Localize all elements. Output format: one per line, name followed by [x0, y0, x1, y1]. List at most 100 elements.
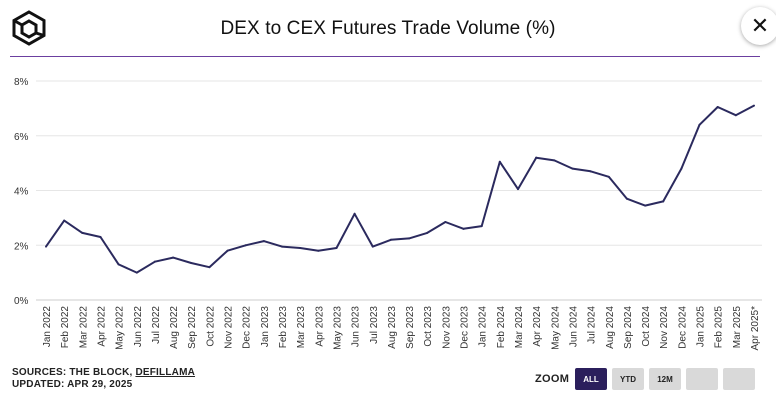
x-tick-label: Oct 2023	[423, 306, 434, 347]
data-point	[517, 188, 519, 191]
data-point	[680, 167, 683, 170]
data-point	[371, 245, 374, 248]
x-tick-label: Feb 2025	[714, 306, 725, 349]
data-point	[353, 212, 356, 215]
data-point	[571, 167, 574, 170]
data-point	[444, 220, 447, 223]
zoom-option-button[interactable]	[723, 368, 755, 390]
close-icon: ✕	[750, 13, 770, 38]
x-tick-label: Oct 2022	[205, 306, 216, 347]
x-tick-label: May 2023	[332, 306, 343, 350]
data-point	[644, 204, 647, 207]
data-point	[589, 170, 592, 173]
data-point	[698, 123, 701, 126]
x-tick-label: Apr 2024	[532, 306, 543, 347]
y-tick-label: 8%	[14, 77, 29, 88]
data-point	[153, 260, 156, 263]
zoom-ytd-button[interactable]: YTD	[612, 368, 644, 390]
sources-link[interactable]: DEFILLAMA	[135, 367, 196, 378]
x-tick-label: Mar 2022	[78, 306, 89, 349]
x-tick-label: Feb 2023	[278, 306, 289, 349]
zoom-all-button[interactable]: ALL	[575, 368, 607, 390]
data-point	[244, 244, 247, 247]
data-point	[226, 249, 229, 252]
y-tick-label: 0%	[14, 296, 29, 307]
x-tick-label: Jan 2025	[696, 306, 707, 348]
x-tick-label: Apr 2025*	[750, 306, 761, 351]
data-point	[498, 160, 501, 163]
data-point	[81, 231, 84, 234]
y-tick-label: 6%	[14, 132, 29, 143]
data-point	[45, 245, 47, 248]
x-tick-label: Dec 2023	[460, 306, 471, 349]
close-button[interactable]: ✕	[741, 7, 776, 45]
data-point	[262, 240, 265, 243]
data-point	[389, 238, 392, 241]
x-tick-label: Apr 2023	[314, 306, 325, 347]
data-point	[317, 249, 320, 252]
x-tick-label: Jun 2023	[351, 306, 362, 348]
x-tick-label: Mar 2024	[514, 306, 525, 349]
x-tick-label: Jul 2023	[369, 306, 380, 344]
x-tick-label: Aug 2022	[169, 306, 180, 349]
data-point	[281, 245, 283, 248]
zoom-option-button[interactable]	[686, 368, 718, 390]
data-point	[480, 225, 483, 228]
data-point	[99, 236, 102, 239]
theblock-logo-icon	[12, 10, 46, 46]
x-tick-label: Jan 2022	[42, 306, 53, 348]
sources-text: SOURCES: THE BLOCK,	[12, 367, 136, 378]
data-point	[462, 227, 465, 230]
x-tick-label: Mar 2025	[732, 306, 743, 349]
x-tick-label: Jun 2024	[568, 306, 579, 348]
zoom-12m-button[interactable]: 12M	[649, 368, 681, 390]
data-point	[607, 175, 610, 178]
data-point	[117, 263, 120, 266]
data-point	[734, 114, 737, 117]
data-point	[535, 156, 538, 159]
data-point	[208, 266, 211, 269]
x-tick-label: Jul 2024	[587, 306, 598, 344]
x-tick-label: Dec 2022	[242, 306, 253, 349]
data-point	[299, 246, 302, 249]
updated-text: UPDATED: APR 29, 2025	[12, 379, 133, 390]
data-point	[553, 159, 556, 162]
data-point	[172, 256, 175, 259]
series-line	[45, 104, 755, 274]
data-point	[625, 197, 628, 200]
x-tick-label: Jan 2023	[260, 306, 271, 348]
y-tick-label: 4%	[14, 187, 29, 198]
data-point	[335, 246, 338, 249]
x-tick-label: May 2024	[550, 306, 561, 350]
data-point	[753, 104, 755, 107]
data-point	[716, 106, 719, 109]
line-chart: 0% 2% 4% 6% 8% Jan 2022 Feb 2022 Mar 2022 Apr 20…	[14, 77, 762, 351]
x-tick-label: Sep 2022	[187, 306, 198, 349]
chart-title: DEX to CEX Futures Trade Volume (%)	[220, 18, 556, 39]
sources-block: SOURCES: THE BLOCK, DEFILLAMA UPDATED: A…	[12, 367, 195, 391]
sources-line: SOURCES: THE BLOCK, DEFILLAMA	[12, 367, 195, 379]
x-tick-label: Jun 2022	[133, 306, 144, 348]
x-tick-label: Jul 2022	[151, 306, 162, 344]
data-point	[135, 271, 138, 274]
x-tick-label: Feb 2022	[60, 306, 71, 349]
x-tick-label: Apr 2022	[96, 306, 107, 347]
x-tick-label: Nov 2024	[659, 306, 670, 349]
x-tick-label: Nov 2022	[224, 306, 235, 349]
x-tick-label: May 2022	[115, 306, 126, 350]
data-point	[408, 237, 411, 240]
x-tick-label: Feb 2024	[496, 306, 507, 349]
data-point	[63, 219, 66, 222]
zoom-label: ZOOM	[535, 373, 570, 385]
x-tick-label: Sep 2024	[623, 306, 634, 349]
x-tick-label: Mar 2023	[296, 306, 307, 349]
data-point	[662, 200, 665, 203]
y-tick-label: 2%	[14, 241, 29, 252]
x-tick-label: Dec 2024	[677, 306, 688, 349]
x-tick-label: Sep 2023	[405, 306, 416, 349]
title-divider	[10, 56, 760, 57]
x-tick-label: Aug 2024	[605, 306, 616, 349]
x-tick-label: Aug 2023	[387, 306, 398, 349]
x-tick-label: Nov 2023	[441, 306, 452, 349]
data-point	[190, 262, 193, 265]
